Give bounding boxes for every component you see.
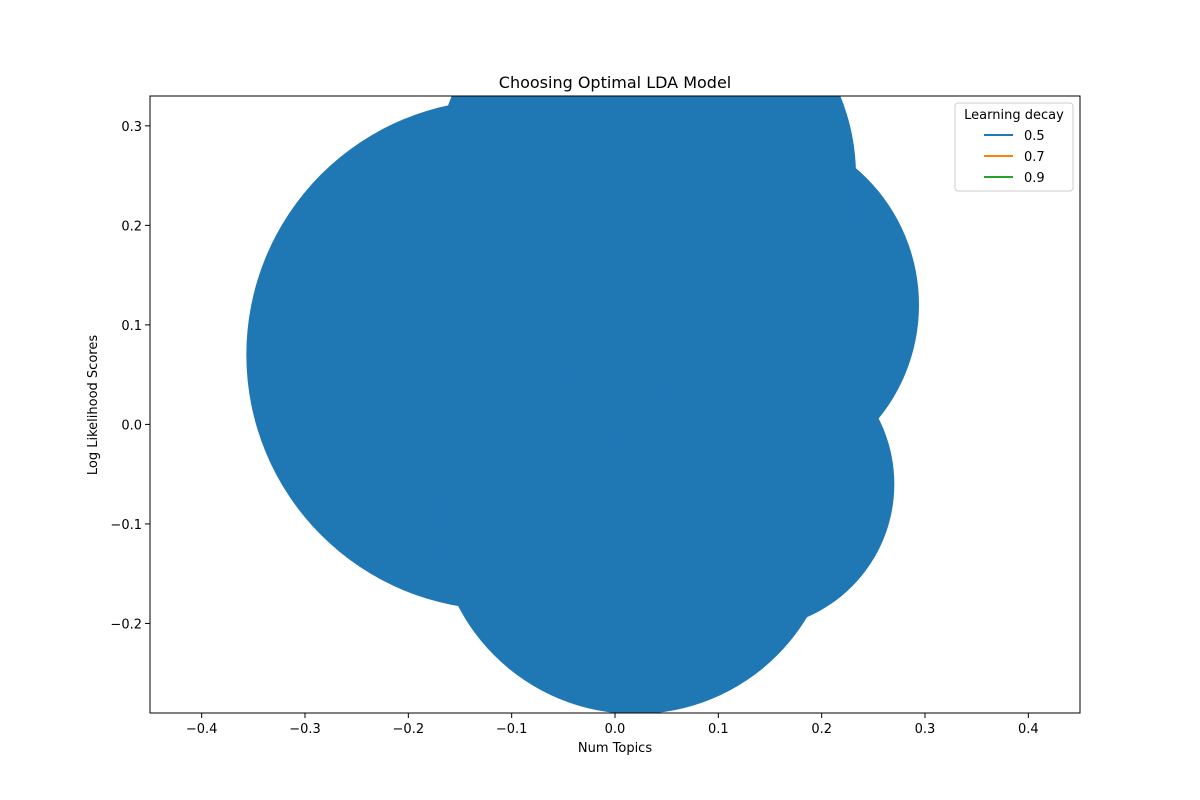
x-tick-label: 0.0 (605, 722, 626, 737)
y-tick-label: −0.1 (110, 518, 142, 533)
legend: Learning decay 0.5 0.7 0.9 (954, 102, 1074, 192)
x-axis-label: Num Topics (578, 741, 652, 756)
legend-label: 0.5 (1024, 129, 1045, 144)
x-tick-label: −0.1 (496, 722, 528, 737)
x-axis: −0.4 −0.3 −0.2 −0.1 0.0 0.1 0.2 0.3 0.4 (186, 713, 1039, 737)
x-tick-label: 0.3 (915, 722, 936, 737)
data-point (436, 96, 856, 386)
x-tick-label: −0.4 (186, 722, 218, 737)
chart-title: Choosing Optimal LDA Model (499, 73, 731, 92)
x-tick-label: −0.3 (289, 722, 321, 737)
y-tick-label: −0.2 (110, 617, 142, 632)
legend-label: 0.7 (1024, 150, 1045, 165)
x-tick-label: 0.2 (811, 722, 832, 737)
legend-title: Learning decay (964, 108, 1064, 123)
legend-box (954, 102, 1074, 192)
y-tick-label: 0.0 (121, 418, 142, 433)
y-axis: −0.2 −0.1 0.0 0.1 0.2 0.3 (110, 120, 150, 632)
x-tick-label: 0.1 (708, 722, 729, 737)
plot-marks (246, 96, 919, 713)
x-tick-label: −0.2 (393, 722, 425, 737)
y-tick-label: 0.2 (121, 219, 142, 234)
x-tick-label: 0.4 (1018, 722, 1039, 737)
legend-label: 0.9 (1024, 171, 1045, 186)
y-axis-label: Log Likelihood Scores (86, 335, 101, 475)
y-tick-label: 0.3 (121, 120, 142, 135)
y-tick-label: 0.1 (121, 319, 142, 334)
